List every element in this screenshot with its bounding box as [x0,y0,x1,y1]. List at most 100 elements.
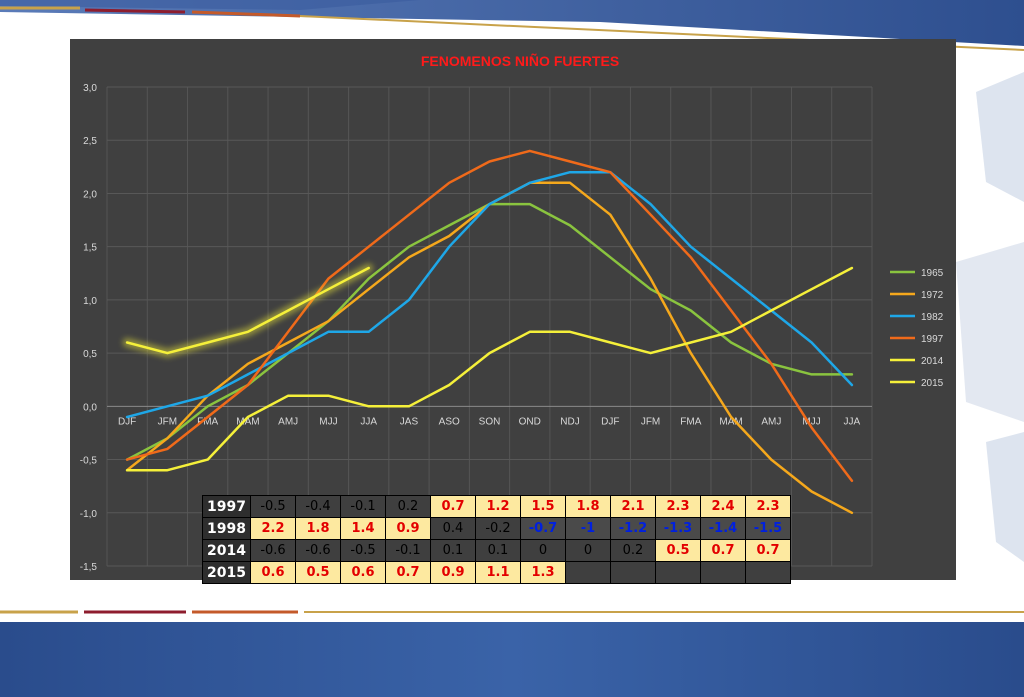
table-value-cell [745,561,791,584]
table-value-cell: -1.5 [745,517,791,540]
table-value-cell: 0.1 [430,539,476,562]
table-value-cell: 0.2 [385,495,431,518]
series-lines [122,149,854,515]
table-year-cell: 1998 [202,517,251,540]
y-tick-label: 1,0 [83,296,97,307]
y-axis-ticks: 3,0 2,5 2,0 1,5 1,0 0,5 0,0 -0,5 -1,0 -1,5 [80,83,98,573]
table-value-cell: -0.7 [520,517,566,540]
table-value-cell: 1.2 [475,495,521,518]
legend: 1965 1972 1982 1997 2014 2015 [890,268,944,389]
oni-values-table: 1997 -0.5 -0.4 -0.1 0.2 0.7 1.2 1.5 1.8 2.1 2.3 2.4… [202,495,791,584]
table-row: 1997 -0.5 -0.4 -0.1 0.2 0.7 1.2 1.5 1.8 2.1 2.3 2.4… [202,495,791,518]
chart-title: FENOMENOS NIÑO FUERTES [421,52,619,69]
x-tick-label: DJF [118,416,136,427]
table-value-cell: -0.6 [250,539,296,562]
table-value-cell: -1.3 [655,517,701,540]
table-value-cell: -0.5 [250,495,296,518]
series-line-1982 [125,170,854,419]
table-value-cell: 0.4 [430,517,476,540]
x-tick-label: MJJ [802,416,820,427]
x-tick-label: MJJ [319,416,337,427]
table-row: 2015 0.6 0.5 0.6 0.7 0.9 1.1 1.3 [202,561,791,584]
table-value-cell [655,561,701,584]
y-tick-label: -0,5 [80,456,98,467]
table-year-cell: 2015 [202,561,251,584]
bottom-decorative-band [0,610,1024,697]
table-value-cell: -0.6 [295,539,341,562]
table-year-cell: 2014 [202,539,251,562]
table-value-cell: -1 [565,517,611,540]
legend-label-2015: 2015 [921,378,944,389]
table-value-cell: 1.4 [340,517,386,540]
y-tick-label: 1,5 [83,243,97,254]
legend-label-1972: 1972 [921,290,944,301]
table-value-cell: 1.3 [520,561,566,584]
x-tick-label: FMA [197,416,218,427]
x-tick-label: JFM [158,416,177,427]
table-value-cell: 0.7 [385,561,431,584]
table-value-cell: -0.1 [340,495,386,518]
legend-label-1997: 1997 [921,334,944,345]
y-tick-label: 0,5 [83,349,97,360]
table-value-cell: -1.4 [700,517,746,540]
table-value-cell: -0.5 [340,539,386,562]
x-tick-label: OND [519,416,541,427]
table-value-cell: -0.2 [475,517,521,540]
table-value-cell: 0.9 [385,517,431,540]
x-tick-label: JFM [641,416,660,427]
x-tick-label: MAM [236,416,259,427]
table-value-cell: 0.9 [430,561,476,584]
table-value-cell [565,561,611,584]
table-value-cell: 2.4 [700,495,746,518]
table-value-cell: 1.8 [295,517,341,540]
y-tick-label: 2,5 [83,136,97,147]
x-tick-label: NDJ [560,416,579,427]
series-glow-2014 [122,263,374,358]
table-value-cell: 0 [565,539,611,562]
table-value-cell: 1.8 [565,495,611,518]
line-chart: 3,0 2,5 2,0 1,5 1,0 0,5 0,0 -0,5 -1,0 -1,5 DJF JFM… [80,52,944,573]
table-value-cell: 2.1 [610,495,656,518]
x-tick-label: JJA [360,416,377,427]
table-value-cell: 1.1 [475,561,521,584]
y-tick-label: -1,5 [80,562,98,573]
legend-label-2014: 2014 [921,356,944,367]
x-tick-label: FMA [680,416,701,427]
table-value-cell: 2.3 [655,495,701,518]
series-line-2014 [125,266,370,355]
table-value-cell: 0.7 [430,495,476,518]
table-value-cell: 0.5 [655,539,701,562]
table-row: 1998 2.2 1.8 1.4 0.9 0.4 -0.2 -0.7 -1 -1.2 -1.3 -1.… [202,517,791,540]
table-year-cell: 1997 [202,495,251,518]
y-tick-label: 2,0 [83,189,97,200]
x-tick-label: ASO [439,416,460,427]
side-decorative-shape [956,62,1024,606]
x-axis-ticks: DJF JFM FMA MAM AMJ MJJ JJA JAS ASO SON OND NDJ DJF J… [118,416,861,427]
table-value-cell: -1.2 [610,517,656,540]
y-tick-label: 3,0 [83,83,97,94]
table-value-cell: -0.4 [295,495,341,518]
table-value-cell: 0 [520,539,566,562]
table-value-cell [700,561,746,584]
x-tick-label: AMJ [278,416,298,427]
series-line-2015 [125,266,854,472]
x-tick-label: JAS [400,416,419,427]
table-value-cell: 1.5 [520,495,566,518]
x-tick-label: MAM [719,416,742,427]
table-value-cell: 2.2 [250,517,296,540]
table-value-cell: 0.6 [340,561,386,584]
legend-label-1982: 1982 [921,312,944,323]
table-value-cell [610,561,656,584]
x-tick-label: JJA [844,416,861,427]
x-tick-label: SON [479,416,501,427]
y-tick-label: 0,0 [83,402,97,413]
y-tick-label: -1,0 [80,509,98,520]
table-value-cell: 0.2 [610,539,656,562]
legend-label-1965: 1965 [921,268,944,279]
table-value-cell: 0.6 [250,561,296,584]
x-tick-label: DJF [601,416,619,427]
table-value-cell: -0.1 [385,539,431,562]
table-value-cell: 0.1 [475,539,521,562]
table-value-cell: 0.7 [745,539,791,562]
table-value-cell: 0.5 [295,561,341,584]
